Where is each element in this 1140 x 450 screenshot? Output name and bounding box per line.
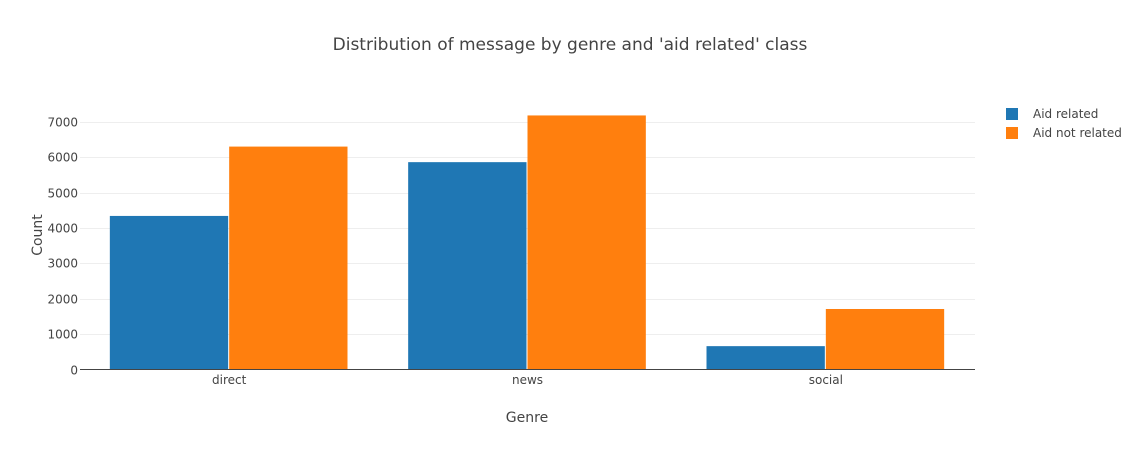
y-tick-label: 4000 [47,222,78,236]
y-tick-label: 0 [70,364,78,378]
legend-label: Aid related [1033,107,1098,121]
x-tick-label: social [809,373,843,387]
y-axis-title: Count [30,214,46,256]
y-tick-label: 6000 [47,151,78,165]
y-tick-labels: 0 1000 2000 3000 4000 5000 6000 7000 [47,116,78,378]
bar [408,162,527,370]
bar [229,146,348,370]
x-tick-labels: direct news social [212,373,843,387]
y-tick-label: 2000 [47,293,78,307]
bar [109,215,229,370]
legend-label: Aid not related [1033,126,1122,140]
legend-swatch [1006,108,1018,120]
x-tick-label: news [512,373,543,387]
legend-swatch [1006,127,1018,139]
bar [706,346,825,370]
y-tick-label: 5000 [47,187,78,201]
bar [527,115,646,370]
bars [109,115,945,370]
y-tick-label: 7000 [47,116,78,130]
bar [825,308,945,370]
legend: Aid related Aid not related [1006,107,1122,140]
y-tick-label: 1000 [47,328,78,342]
chart-title: Distribution of message by genre and 'ai… [333,35,808,55]
y-tick-label: 3000 [47,257,78,271]
x-axis-title: Genre [506,410,548,426]
x-tick-label: direct [212,373,247,387]
